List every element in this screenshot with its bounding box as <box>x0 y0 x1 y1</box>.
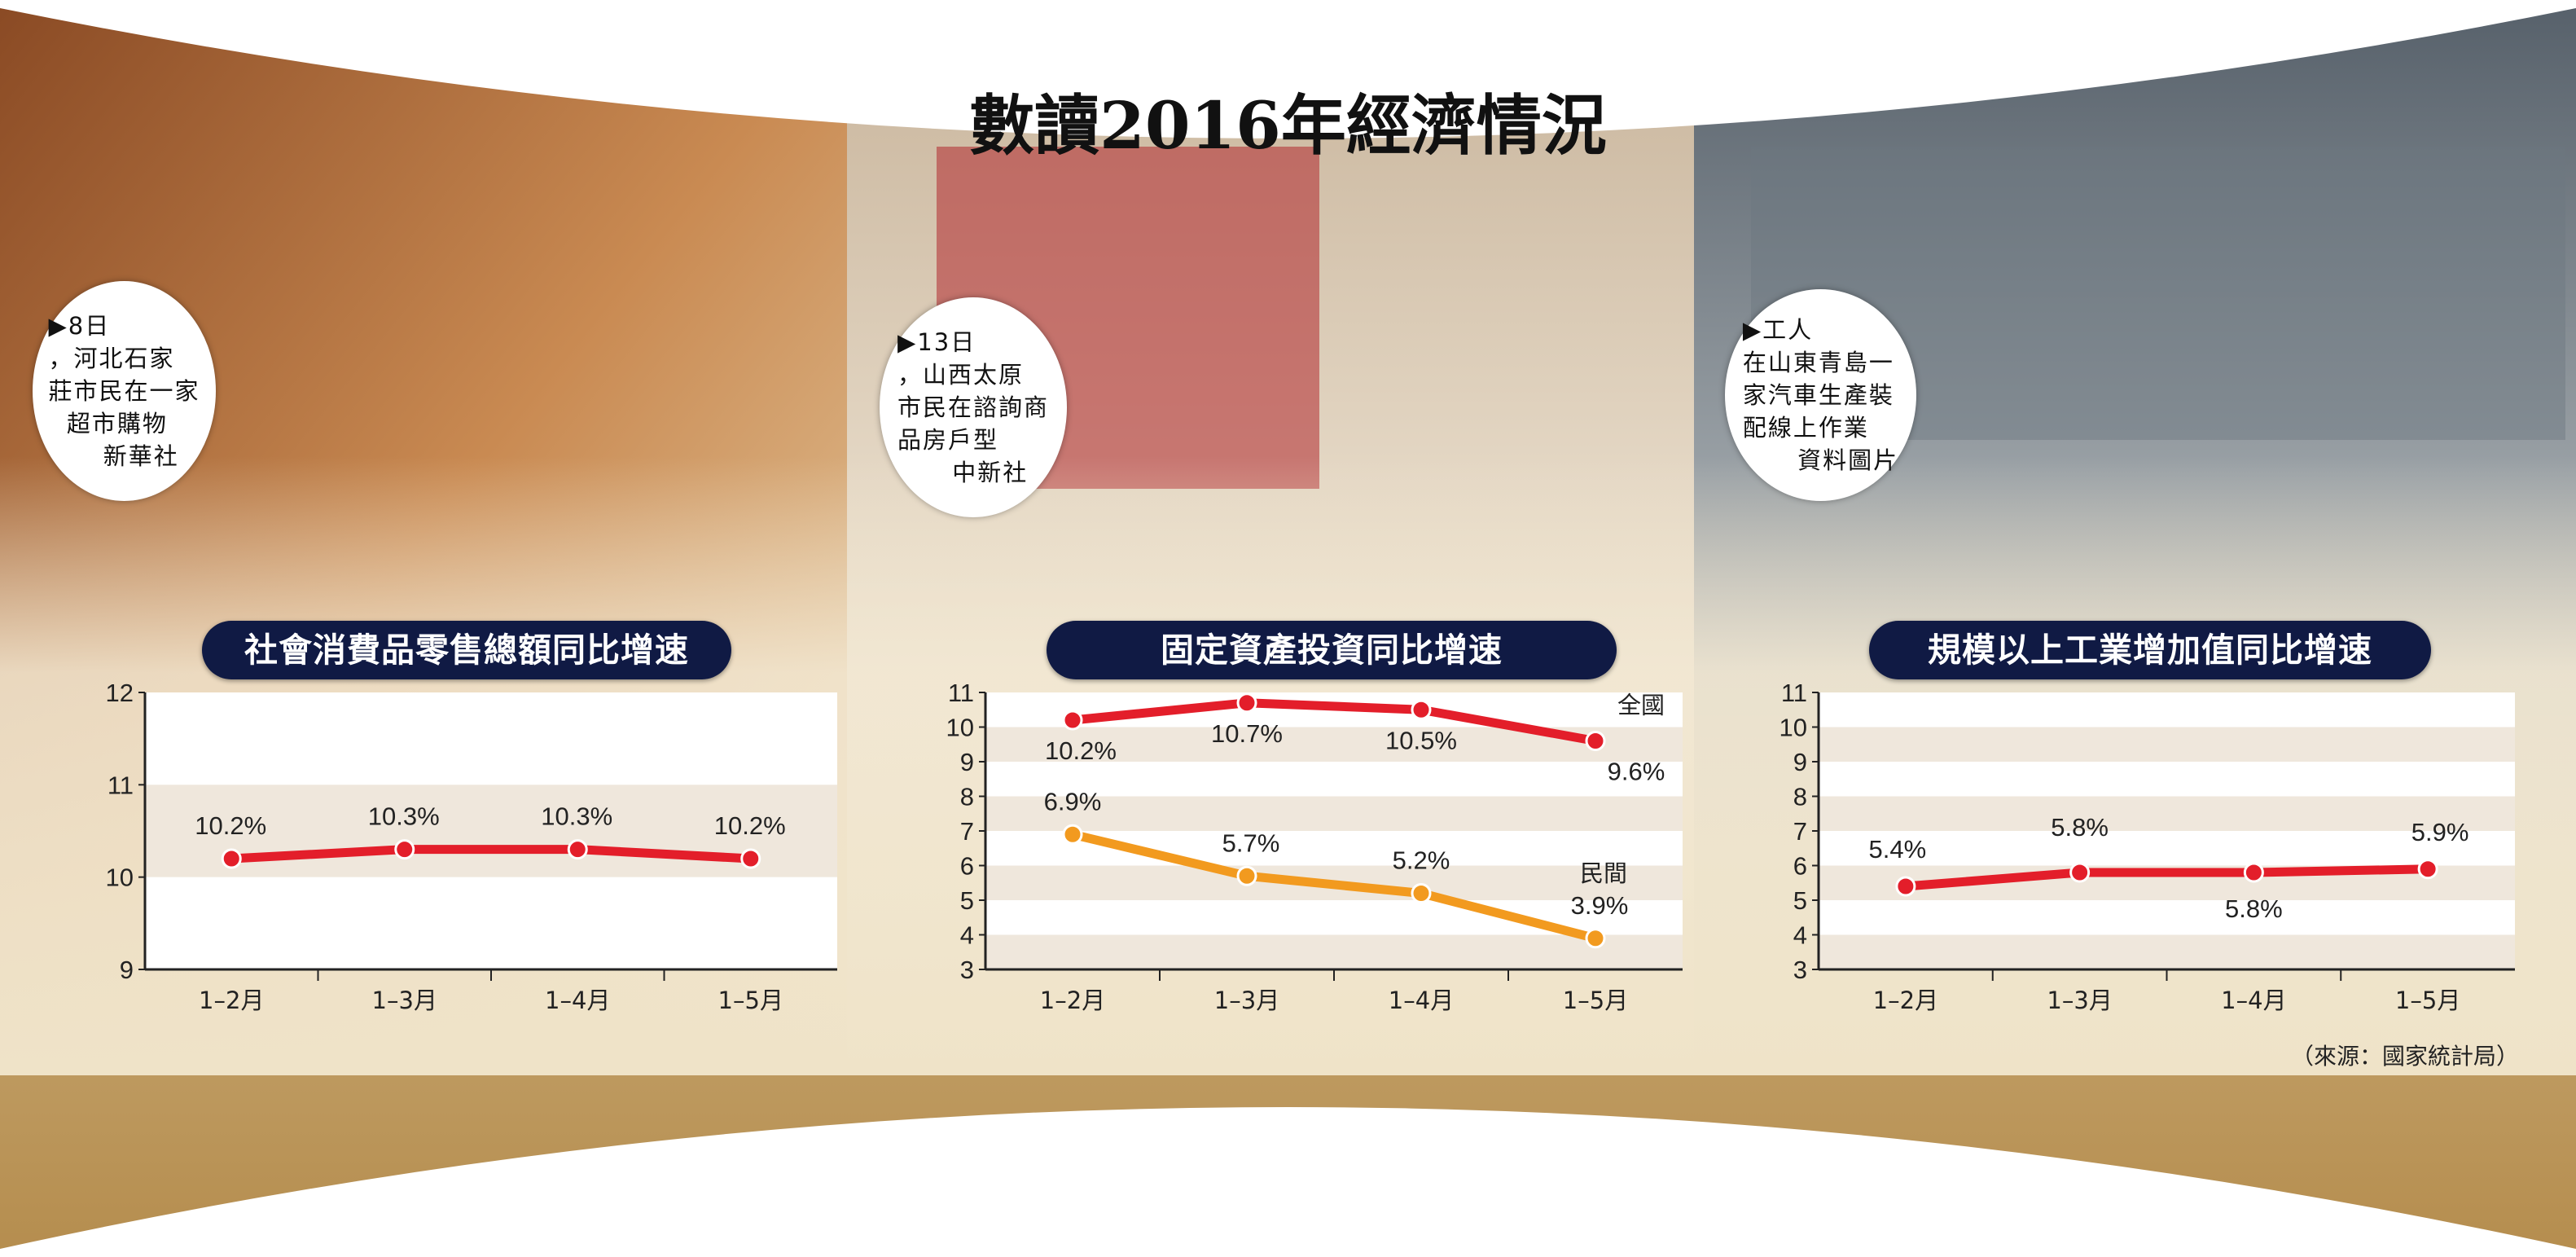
y-tick-label: 6 <box>1793 852 1807 881</box>
data-label: 10.3% <box>368 802 440 831</box>
caption-text: ▶8日 ，河北石家 莊市民在一家 超市購物 新華社 <box>48 312 200 470</box>
y-tick-label: 10 <box>106 864 134 892</box>
data-label: 5.8% <box>2051 813 2109 842</box>
y-tick-label: 7 <box>960 817 974 846</box>
data-point <box>1895 876 1916 897</box>
data-point <box>1411 883 1432 903</box>
y-tick-label: 10 <box>1780 714 1807 742</box>
y-tick-label: 11 <box>948 679 974 707</box>
y-tick-label: 7 <box>1793 817 1807 846</box>
y-tick-label: 11 <box>108 771 134 799</box>
caption-text: ▶工人 在山東青島一 家汽車生產裝 配線上作業 資料圖片 <box>1742 316 1899 474</box>
y-tick-label: 9 <box>120 956 134 984</box>
data-label: 5.7% <box>1222 828 1280 857</box>
x-tick-label: 1–5月 <box>718 987 783 1014</box>
series-line <box>1068 829 1600 943</box>
series-line <box>1901 864 2433 891</box>
data-point <box>1585 731 1606 751</box>
series-name-label: 全國 <box>1617 692 1665 719</box>
grid-band <box>145 692 837 785</box>
chart-title-retail: 社會消費品零售總額同比增速 <box>202 621 731 679</box>
data-point <box>1585 928 1606 949</box>
x-tick-label: 1–4月 <box>545 987 610 1014</box>
x-tick-label: 1–4月 <box>1389 987 1454 1014</box>
caption-text: ▶13日 ，山西太原 市民在諮詢商 品房戶型 中新社 <box>897 328 1049 486</box>
data-point <box>221 848 242 869</box>
data-point <box>1411 699 1432 720</box>
data-label: 10.2% <box>195 811 266 840</box>
data-label: 9.6% <box>1608 758 1665 786</box>
grid-band <box>1819 831 2515 866</box>
data-point <box>1236 692 1257 714</box>
data-label: 5.8% <box>2225 894 2283 923</box>
y-tick-label: 11 <box>1781 679 1807 707</box>
grid-band <box>1819 900 2515 935</box>
data-point <box>740 848 761 869</box>
data-label: 5.2% <box>1393 846 1450 875</box>
data-point <box>2243 862 2264 883</box>
x-tick-label: 1–3月 <box>2047 987 2112 1014</box>
y-tick-label: 8 <box>1793 783 1807 811</box>
data-label: 10.2% <box>714 811 786 840</box>
grid-band <box>1819 762 2515 797</box>
y-tick-label: 5 <box>960 886 974 915</box>
grid-band <box>985 762 1683 797</box>
y-tick-label: 3 <box>1793 956 1807 984</box>
data-point <box>2069 862 2091 883</box>
y-tick-label: 3 <box>960 956 974 984</box>
page-title: 數讀2016年經濟情況 <box>969 87 1607 164</box>
data-point <box>1062 710 1083 731</box>
y-tick-label: 8 <box>960 783 974 811</box>
y-tick-label: 4 <box>1793 921 1807 950</box>
data-label: 6.9% <box>1044 787 1102 815</box>
data-label: 5.4% <box>1869 835 1927 864</box>
photo-caption-3: ▶工人 在山東青島一 家汽車生產裝 配線上作業 資料圖片 <box>1725 289 1916 501</box>
x-tick-label: 1–3月 <box>1214 987 1279 1014</box>
data-point <box>394 839 415 860</box>
x-tick-label: 1–3月 <box>372 987 437 1014</box>
x-tick-label: 1–5月 <box>1563 987 1628 1014</box>
data-label: 10.7% <box>1211 719 1283 748</box>
x-tick-label: 1–2月 <box>1040 987 1105 1014</box>
series-line <box>226 845 756 864</box>
x-tick-label: 1–2月 <box>199 987 264 1014</box>
data-point <box>2417 859 2438 880</box>
source-note: （來源：國家統計局） <box>2290 1043 2519 1070</box>
data-label: 10.3% <box>541 802 612 831</box>
data-label: 5.9% <box>2411 818 2469 846</box>
x-tick-label: 1–4月 <box>2221 987 2286 1014</box>
data-point <box>1062 824 1083 845</box>
y-tick-label: 9 <box>1793 748 1807 776</box>
grid-band <box>145 877 837 969</box>
y-tick-label: 6 <box>960 852 974 881</box>
data-label: 3.9% <box>1571 891 1629 920</box>
grid-band <box>1819 692 2515 727</box>
y-tick-label: 5 <box>1793 886 1807 915</box>
x-tick-label: 1–5月 <box>2395 987 2460 1014</box>
y-tick-label: 9 <box>960 748 974 776</box>
chart-title-industry: 規模以上工業增加值同比增速 <box>1869 621 2431 679</box>
data-point <box>567 839 588 860</box>
x-tick-label: 1–2月 <box>1873 987 1938 1014</box>
y-tick-label: 4 <box>960 921 974 950</box>
data-label: 10.5% <box>1385 726 1457 754</box>
y-tick-label: 12 <box>106 679 134 707</box>
series-name-label: 民間 <box>1580 859 1627 887</box>
chart-title-investment: 固定資產投資同比增速 <box>1047 621 1617 679</box>
grid-band <box>985 831 1683 866</box>
photo-caption-1: ▶8日 ，河北石家 莊市民在一家 超市購物 新華社 <box>33 281 216 501</box>
photo-caption-2: ▶13日 ，山西太原 市民在諮詢商 品房戶型 中新社 <box>880 297 1067 517</box>
y-tick-label: 10 <box>946 714 974 742</box>
data-point <box>1236 865 1257 886</box>
series-line <box>1068 698 1600 745</box>
data-label: 10.2% <box>1045 736 1117 765</box>
